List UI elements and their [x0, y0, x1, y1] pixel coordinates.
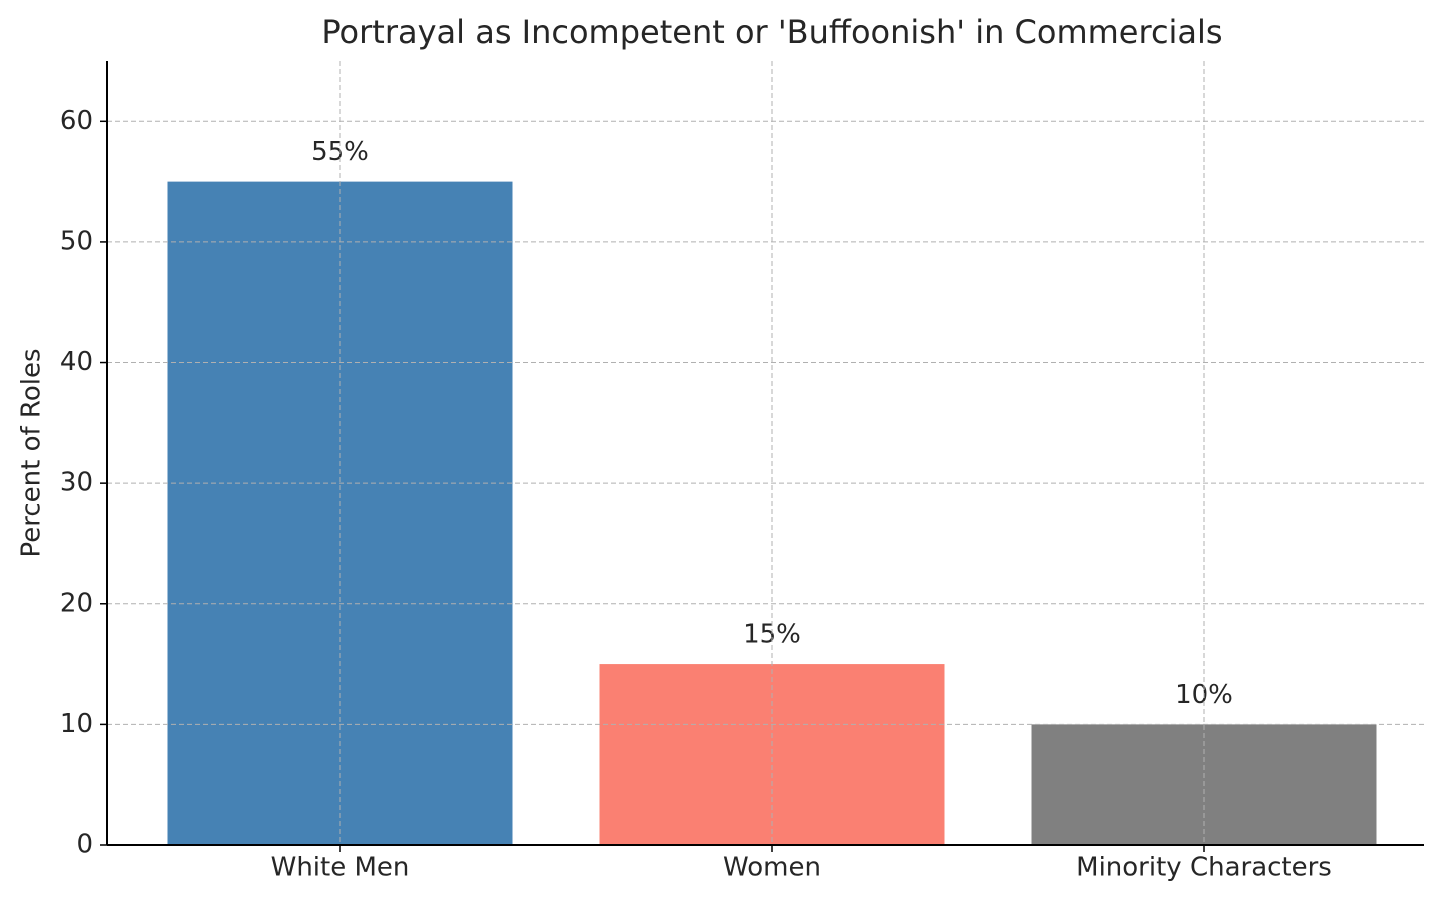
x-tick-label: Minority Characters — [1076, 853, 1332, 883]
y-tick-label: 30 — [60, 468, 93, 498]
chart-title: Portrayal as Incompetent or 'Buffoonish'… — [321, 13, 1222, 51]
y-tick-label: 60 — [60, 106, 93, 136]
y-tick-label: 50 — [60, 226, 93, 256]
x-tick-label: White Men — [271, 853, 410, 883]
y-tick-label: 20 — [60, 588, 93, 618]
y-tick-label: 0 — [76, 830, 93, 860]
y-tick-label: 40 — [60, 347, 93, 377]
y-axis-label: Percent of Roles — [17, 349, 47, 558]
x-tick-label: Women — [723, 853, 821, 883]
y-tick-label: 10 — [60, 709, 93, 739]
